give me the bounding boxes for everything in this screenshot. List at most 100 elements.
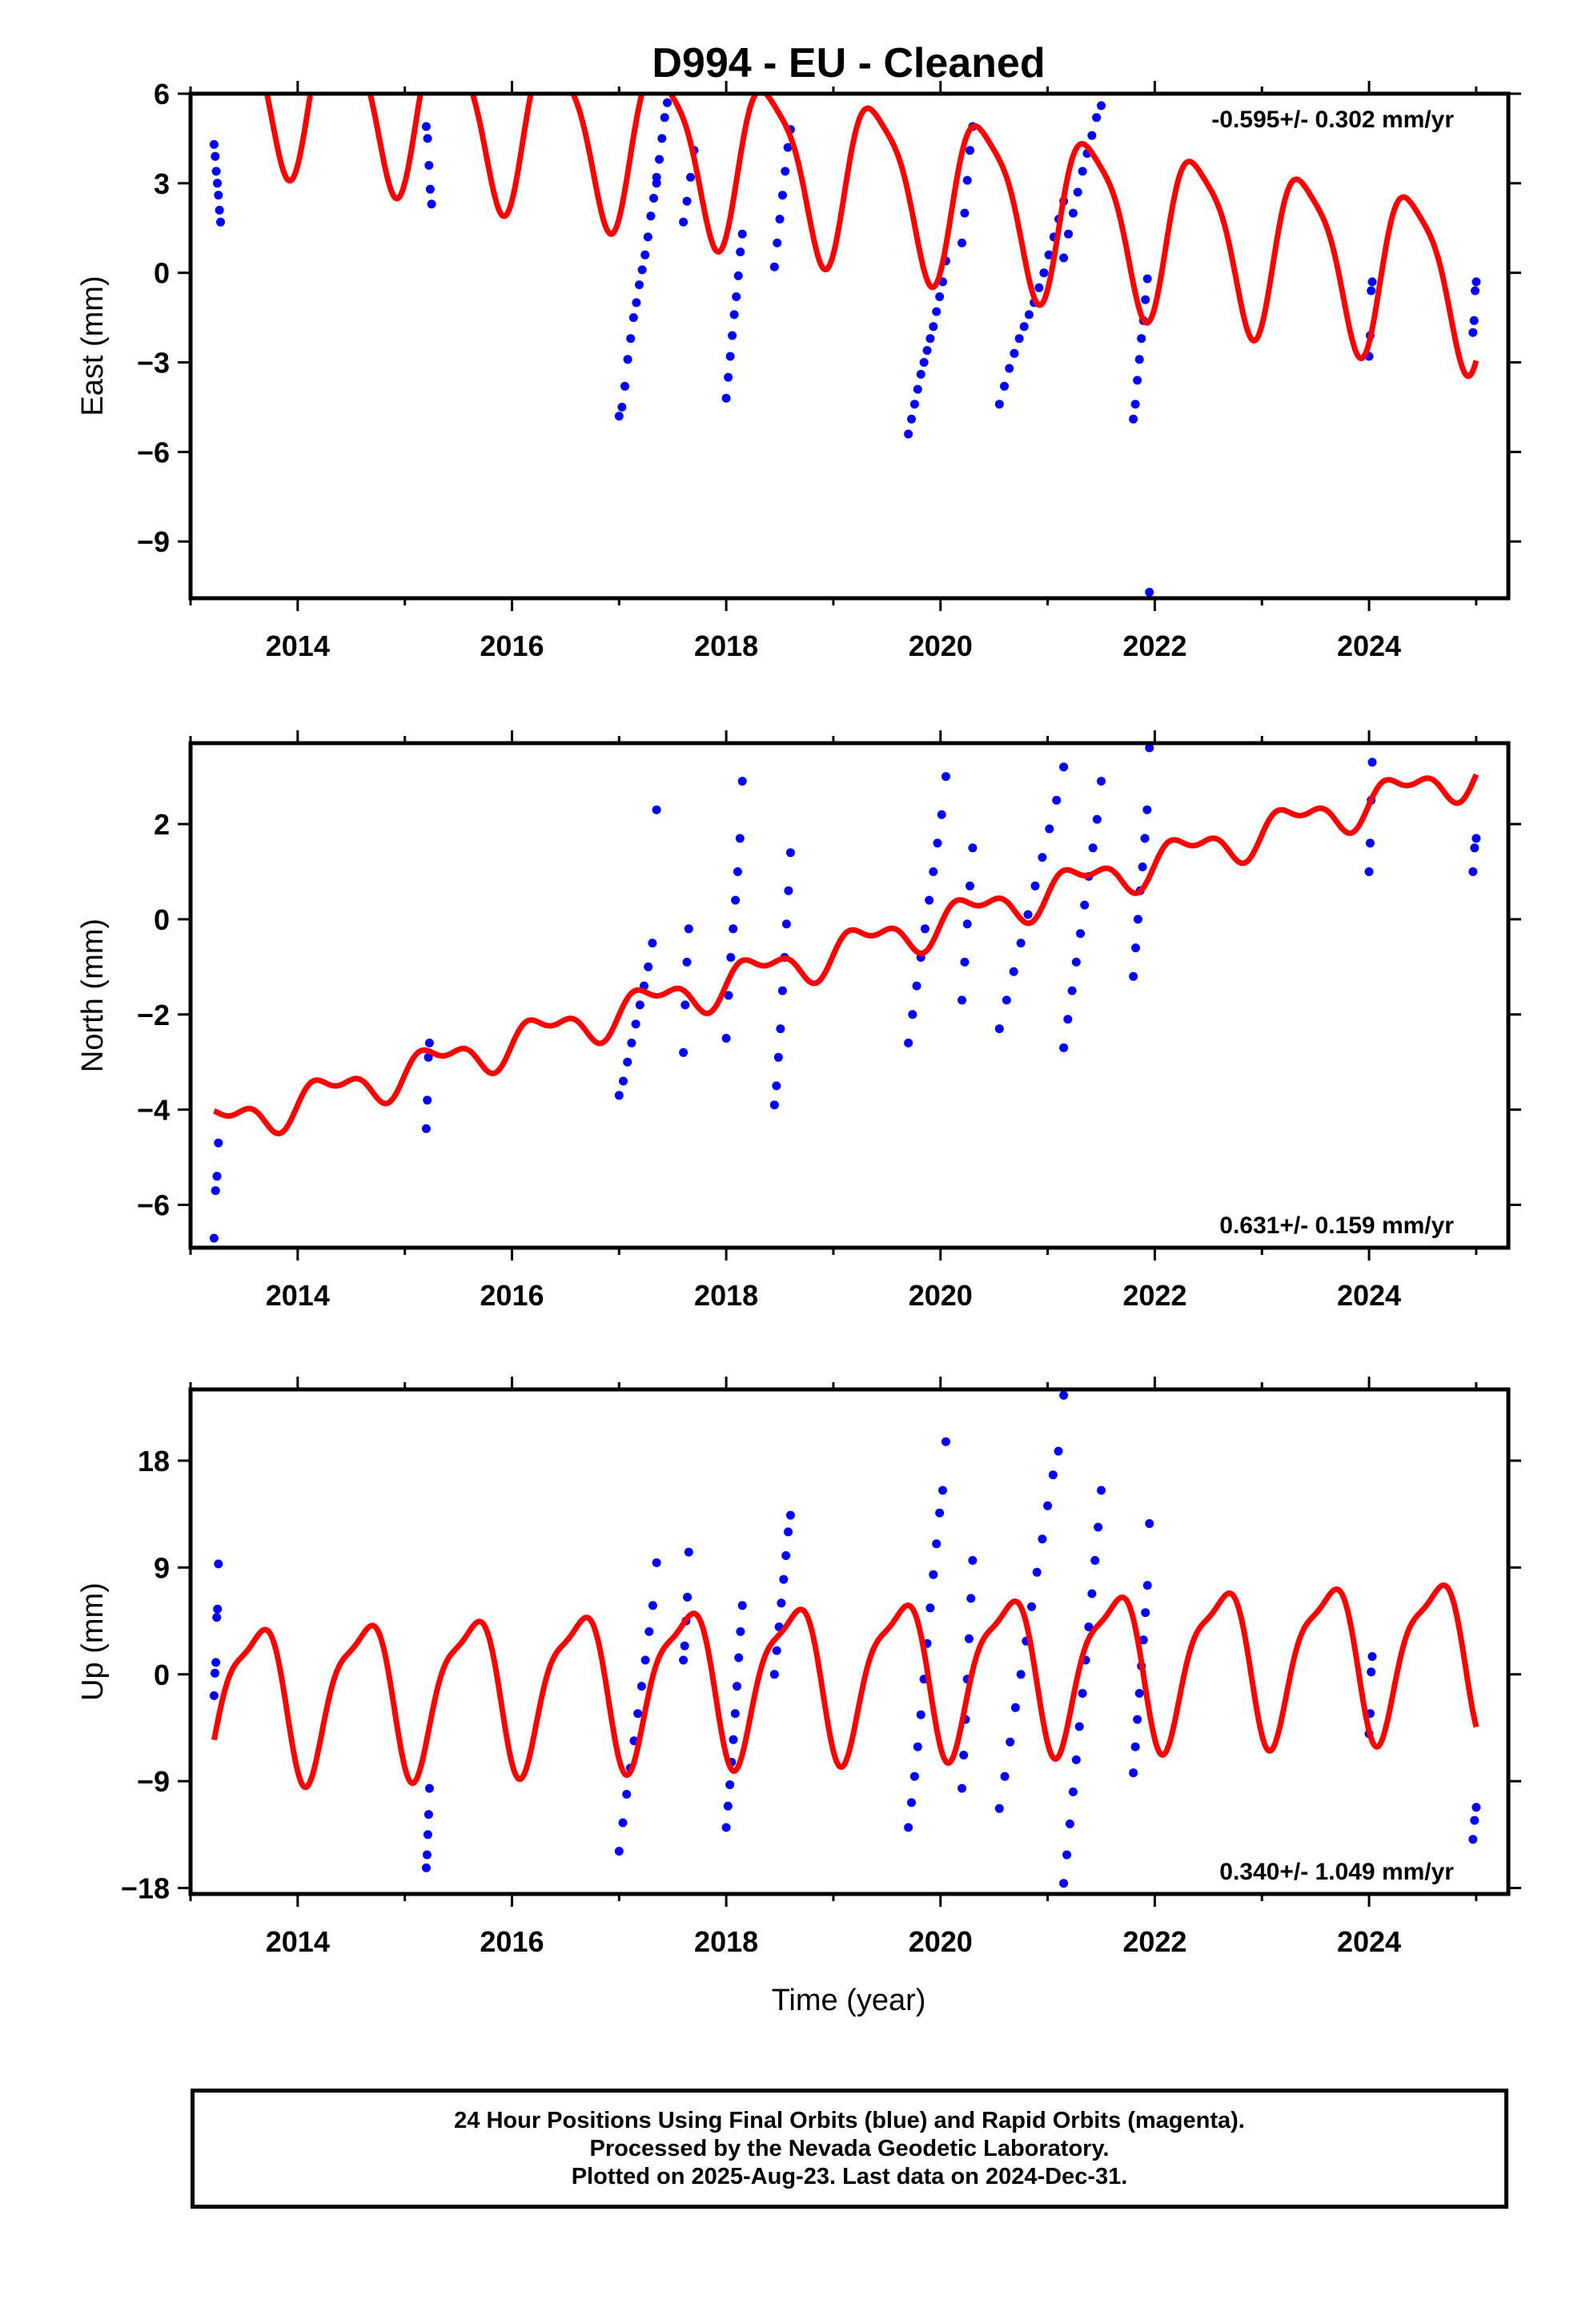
north-point <box>937 810 946 819</box>
east-point <box>966 146 974 155</box>
east-point <box>424 161 434 170</box>
north-rate-label: 0.631+/- 0.159 mm/yr <box>1219 1212 1454 1239</box>
up-point <box>1084 1622 1094 1631</box>
north-point <box>1067 986 1077 995</box>
up-point <box>679 1655 689 1665</box>
north-point <box>781 919 791 929</box>
north-point <box>1023 910 1033 919</box>
east-x-tick-label: 2020 <box>909 629 973 662</box>
north-y-tick-label: 2 <box>154 808 170 841</box>
up-point <box>636 1682 646 1691</box>
north-point <box>1142 805 1152 814</box>
x-axis-label: Time (year) <box>772 1984 926 2017</box>
north-point <box>784 886 793 895</box>
up-data-points <box>209 1390 1481 1888</box>
east-point <box>1367 277 1377 287</box>
up-x-tick-label: 2020 <box>909 1925 973 1958</box>
north-point <box>1059 762 1069 772</box>
up-point <box>723 1801 733 1811</box>
up-point <box>1010 1703 1020 1712</box>
up-point <box>640 1655 650 1665</box>
east-point <box>657 134 667 143</box>
east-point <box>729 310 739 320</box>
north-y-tick-label: 0 <box>154 903 170 936</box>
north-point <box>933 838 942 848</box>
up-point <box>772 1646 781 1655</box>
up-point <box>733 1682 741 1691</box>
up-point <box>779 1574 789 1584</box>
north-point <box>908 1010 917 1019</box>
north-point <box>627 1038 636 1047</box>
north-point <box>635 1000 644 1010</box>
east-point <box>1137 334 1146 344</box>
up-rate-label: 0.340+/- 1.049 mm/yr <box>1219 1859 1454 1885</box>
north-point <box>777 986 787 995</box>
up-point <box>1472 1803 1481 1812</box>
up-x-tick-label: 2014 <box>266 1925 330 1958</box>
north-point <box>912 981 921 991</box>
east-point <box>211 167 221 176</box>
east-point <box>1471 286 1480 296</box>
east-point <box>926 334 935 344</box>
east-point <box>640 250 650 259</box>
east-point <box>1092 113 1102 123</box>
east-point <box>1044 250 1054 259</box>
north-point <box>1145 743 1154 753</box>
east-point <box>628 313 638 323</box>
east-point <box>904 429 913 439</box>
up-point <box>684 1547 693 1557</box>
up-point <box>959 1751 969 1760</box>
up-point <box>1054 1446 1063 1456</box>
east-point <box>643 232 652 242</box>
up-point <box>1062 1850 1071 1860</box>
east-y-tick-label: −3 <box>137 347 170 380</box>
up-point <box>1059 1390 1069 1400</box>
up-point <box>424 1783 434 1793</box>
up-point <box>725 1780 735 1790</box>
north-point <box>1009 967 1018 976</box>
east-point <box>626 334 636 344</box>
north-point <box>1063 1015 1073 1024</box>
east-y-tick-label: 3 <box>154 167 170 200</box>
east-point <box>211 151 220 161</box>
caption-box: 24 Hour Positions Using Final Orbits (bl… <box>191 2089 1508 2209</box>
north-point <box>679 1047 689 1057</box>
north-point <box>1364 867 1374 876</box>
north-point <box>731 895 741 905</box>
north-point <box>1133 915 1142 924</box>
up-point <box>1141 1608 1150 1618</box>
east-point <box>783 143 793 152</box>
up-point <box>938 1486 947 1495</box>
north-point <box>1138 862 1147 871</box>
east-panel: 2014 2016 2018 2020 2022 2024 6 3 0 −3 −6 −9 East (m… <box>76 78 1521 662</box>
up-point <box>926 1603 935 1613</box>
north-point <box>421 1124 431 1133</box>
east-point <box>1468 328 1478 337</box>
north-point <box>929 867 938 876</box>
north-point <box>684 924 693 934</box>
east-point <box>423 134 432 143</box>
figure-title: D994 - EU - Cleaned <box>652 40 1045 86</box>
east-point <box>1367 286 1376 296</box>
north-point <box>772 1081 781 1091</box>
caption-line-1: 24 Hour Positions Using Final Orbits (bl… <box>454 2107 1245 2133</box>
north-y-axis-label: North (mm) <box>76 919 110 1072</box>
north-point <box>1045 824 1054 834</box>
north-point <box>1367 758 1377 767</box>
east-point <box>620 381 629 391</box>
up-point <box>730 1709 740 1719</box>
north-point <box>1030 881 1040 891</box>
north-point <box>631 1019 640 1029</box>
north-x-tick-label: 2024 <box>1337 1279 1401 1312</box>
east-point <box>614 412 624 421</box>
east-x-tick-label: 2022 <box>1122 629 1186 662</box>
up-y-tick-label: 0 <box>154 1659 170 1691</box>
east-point <box>637 265 647 275</box>
east-point <box>736 247 745 257</box>
up-point <box>1468 1835 1478 1844</box>
up-point <box>423 1830 432 1839</box>
north-point <box>962 919 972 929</box>
north-point <box>648 939 657 948</box>
east-point <box>935 292 945 301</box>
